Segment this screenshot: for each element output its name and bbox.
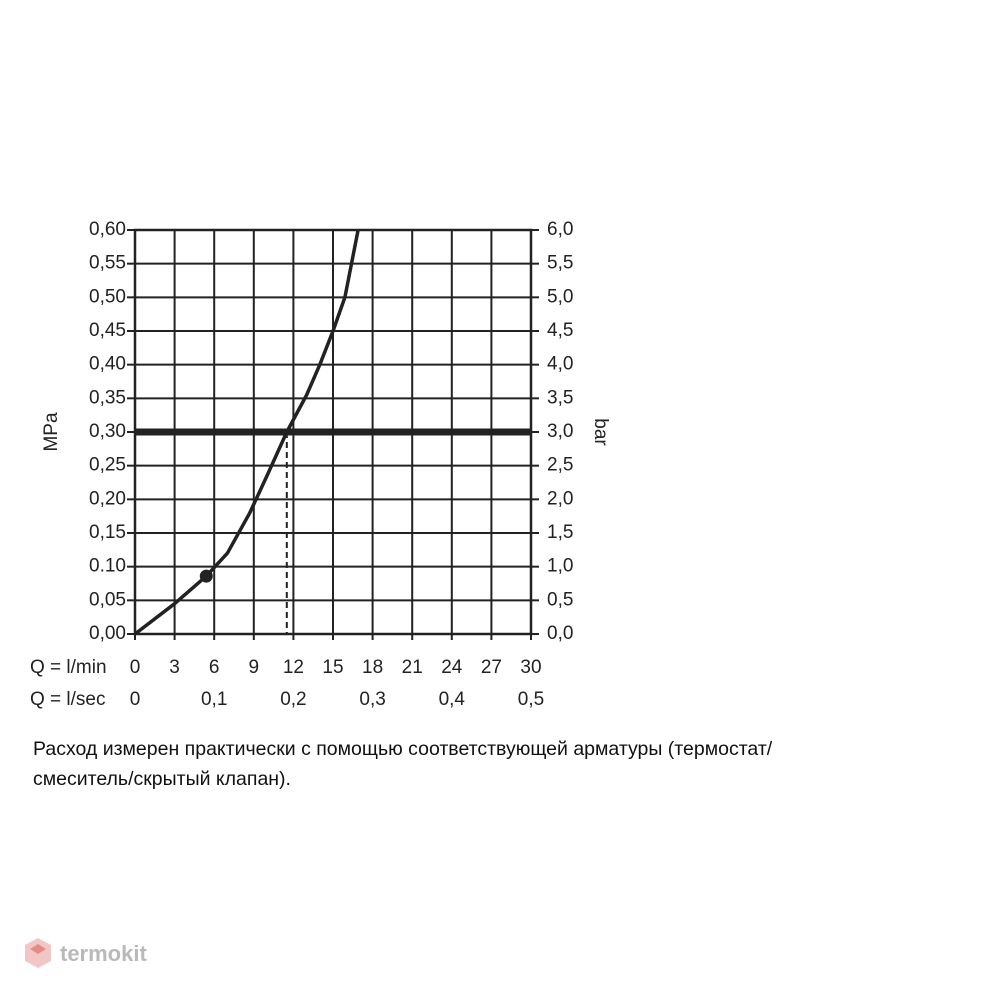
y-axis-label: MPa (41, 412, 62, 452)
x-axis-label: Q = l/min (30, 657, 107, 678)
x-tick-label: 27 (481, 657, 502, 678)
x-tick-label: 12 (283, 657, 304, 678)
x-tick-label: 3 (169, 657, 180, 678)
x2-axis-label: Q = l/sec (30, 689, 106, 710)
y-tick-label: 0,35 (89, 387, 126, 408)
x2-tick-label: 0,1 (201, 689, 227, 710)
y-tick-label: 0,55 (89, 253, 126, 274)
y2-tick-label: 1,5 (547, 522, 573, 543)
x-tick-label: 18 (362, 657, 383, 678)
x-tick-label: 9 (249, 657, 260, 678)
y-tick-label: 0,25 (89, 455, 126, 476)
y-tick-label: 0,15 (89, 522, 126, 543)
y2-tick-label: 5,0 (547, 286, 573, 307)
x-tick-label: 21 (402, 657, 423, 678)
x-tick-label: 0 (130, 657, 141, 678)
plot-frame (133, 228, 533, 636)
y-tick-label: 0,30 (89, 421, 126, 442)
y-tick-label: 0,40 (89, 354, 126, 375)
y2-tick-label: 4,0 (547, 354, 573, 375)
y2-tick-label: 0,5 (547, 589, 573, 610)
flow-curve (133, 229, 360, 636)
watermark: termokit (60, 941, 147, 966)
x-tick-label: 6 (209, 657, 220, 678)
note-line: Расход измерен практически с помощью соо… (33, 738, 773, 760)
y-tick-label: 0,50 (89, 286, 126, 307)
y-tick-label: 0.10 (89, 556, 126, 577)
y-tick-label: 0,20 (89, 488, 126, 509)
y-tick-label: 0,45 (89, 320, 126, 341)
y2-tick-label: 2,5 (547, 455, 573, 476)
curve-marker (199, 569, 213, 583)
x2-tick-label: 0,2 (280, 689, 306, 710)
note-line: смеситель/скрытый клапан). (33, 768, 291, 790)
y2-tick-label: 4,5 (547, 320, 573, 341)
x-tick-label: 24 (441, 657, 463, 678)
x2-tick-label: 0,4 (439, 689, 466, 710)
y2-tick-label: 0,0 (547, 623, 573, 644)
y-tick-label: 0,05 (89, 589, 126, 610)
y2-tick-label: 1,0 (547, 556, 573, 577)
y2-tick-label: 3,0 (547, 421, 573, 442)
x2-tick-label: 0 (130, 689, 141, 710)
y-tick-label: 0,60 (89, 219, 126, 240)
y2-tick-label: 2,0 (547, 488, 573, 509)
y2-tick-label: 3,5 (547, 387, 573, 408)
y2-tick-label: 5,5 (547, 253, 573, 274)
y-tick-label: 0,00 (89, 623, 126, 644)
x2-tick-label: 0,3 (359, 689, 385, 710)
x-tick-label: 30 (520, 657, 541, 678)
x2-tick-label: 0,5 (518, 689, 544, 710)
logo-icon-top (30, 944, 46, 954)
x-tick-label: 15 (322, 657, 343, 678)
y2-tick-label: 6,0 (547, 219, 573, 240)
y2-axis-label: bar (590, 418, 611, 446)
